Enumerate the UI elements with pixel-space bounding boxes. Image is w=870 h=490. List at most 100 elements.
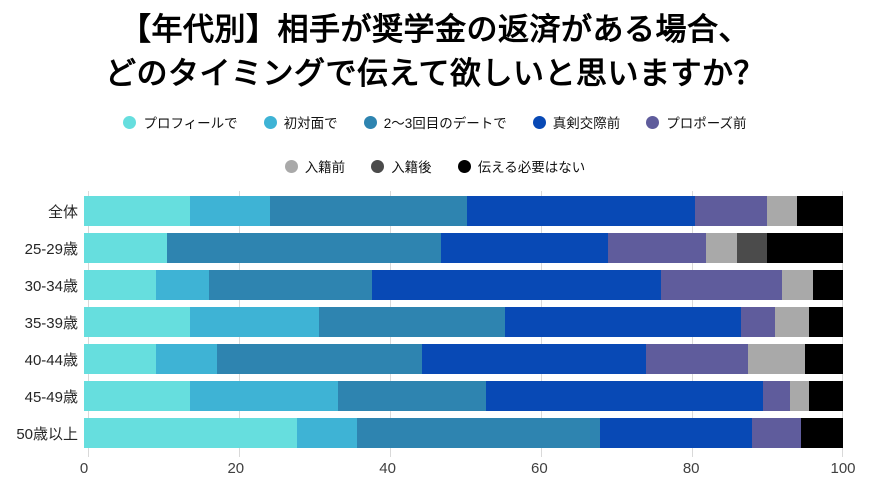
bar-segment: [740, 307, 775, 338]
bar-row-label: 50歳以上: [16, 425, 78, 443]
x-axis-track: 0 20 40 60 80 100: [80, 455, 856, 481]
bar-segment: [209, 270, 373, 301]
bar-segment: [763, 381, 790, 412]
x-axis-tick: 100: [830, 460, 856, 478]
bar-segment: [440, 233, 608, 264]
bar-segment: [751, 418, 802, 449]
bar-segment: [190, 307, 320, 338]
bar-segment: [84, 270, 157, 301]
x-axis-tick: 40: [379, 460, 396, 478]
legend-swatch-icon: [263, 115, 277, 129]
bar-segment: [607, 233, 707, 264]
stacked-bar: [84, 381, 843, 412]
x-axis-spacer: [0, 455, 84, 481]
bar-segment: [216, 344, 422, 375]
legend-label: 入籍前: [304, 160, 346, 176]
stacked-bar: [84, 196, 843, 227]
bar-segment: [782, 270, 813, 301]
bar-row: 25-29歳: [0, 233, 870, 264]
bar-segment: [338, 381, 487, 412]
bar-segment: [190, 196, 270, 227]
legend-swatch-icon: [646, 115, 660, 129]
bar-segment: [167, 233, 441, 264]
bar-row-label: 全体: [47, 203, 78, 221]
legend-swatch-icon: [363, 115, 377, 129]
legend-row: プロフィールで 初対面で 2〜3回目のデートで 真剣交際前 プロポーズ前: [123, 112, 747, 132]
bar-row-label: 35-39歳: [24, 314, 78, 332]
bar-segment: [660, 270, 783, 301]
bar-segment: [296, 418, 358, 449]
bar-segment: [645, 344, 749, 375]
bar-segment: [748, 344, 805, 375]
bar-row: 全体: [0, 196, 870, 227]
stacked-bar: [84, 418, 843, 449]
x-axis-tick: 60: [531, 460, 548, 478]
bar-segment: [600, 418, 752, 449]
bar-segment: [84, 344, 157, 375]
bar-row: 35-39歳: [0, 307, 870, 338]
bar-segment: [84, 381, 191, 412]
bar-segment: [269, 196, 468, 227]
bar-segment: [706, 233, 737, 264]
legend-item: 初対面で: [263, 112, 338, 132]
stacked-bar: [84, 233, 843, 264]
bar-row-label: 30-34歳: [24, 277, 78, 295]
bar-segment: [486, 381, 764, 412]
bar-row-label: 40-44歳: [24, 351, 78, 369]
legend-item: 2〜3回目のデートで: [363, 112, 507, 132]
chart-title-line2: どのタイミングで伝えて欲しいと思いますか？: [105, 56, 765, 92]
legend-label: 伝える必要はない: [477, 160, 586, 176]
bar-segment: [767, 233, 843, 264]
bar-segment: [84, 196, 191, 227]
bar-segment: [808, 307, 843, 338]
bar-segment: [801, 418, 843, 449]
x-axis: 0 20 40 60 80 100: [0, 455, 870, 481]
bar-row-label: 25-29歳: [24, 240, 78, 258]
bar-segment: [84, 307, 191, 338]
legend-swatch-icon: [457, 159, 471, 173]
bar-segment: [156, 344, 217, 375]
stacked-bar: [84, 307, 843, 338]
bar-segment: [808, 381, 843, 412]
legend-swatch-icon: [532, 115, 546, 129]
legend-row: 入籍前 入籍後 伝える必要はない: [284, 156, 586, 176]
bar-segment: [805, 344, 843, 375]
bar-segment: [84, 233, 168, 264]
bar-segment: [357, 418, 601, 449]
x-axis-tick: 20: [227, 460, 245, 478]
bar-segment: [319, 307, 506, 338]
stacked-bar: [84, 344, 843, 375]
bar-segment: [736, 233, 768, 264]
bar-segment: [421, 344, 646, 375]
legend-label: プロポーズ前: [666, 116, 747, 132]
bar-row: 45-49歳: [0, 381, 870, 412]
bar-segment: [789, 381, 809, 412]
stacked-bar-chart: 全体 25-29歳 30-34歳 35-39歳 40-44歳 45-49歳 50歳以上 0 2…: [0, 191, 870, 481]
chart-title-line1: 【年代別】相手が奨学金の返済がある場合、: [120, 12, 750, 47]
legend-label: プロフィールで: [143, 116, 238, 132]
legend-item: 伝える必要はない: [457, 156, 586, 176]
bar-segment: [156, 270, 210, 301]
legend-item: プロフィールで: [123, 112, 238, 132]
bar-segment: [84, 418, 297, 449]
stacked-bar: [84, 270, 843, 301]
bar-row: 30-34歳: [0, 270, 870, 301]
bar-segment: [467, 196, 695, 227]
legend-swatch-icon: [371, 159, 385, 173]
legend-swatch-icon: [123, 115, 137, 129]
bar-segment: [190, 381, 339, 412]
legend-item: プロポーズ前: [646, 112, 747, 132]
legend-item: 入籍前: [284, 156, 346, 176]
bar-segment: [505, 307, 741, 338]
legend-swatch-icon: [284, 159, 298, 173]
chart-legend: プロフィールで 初対面で 2〜3回目のデートで 真剣交際前 プロポーズ前入籍前 入籍後 伝え…: [0, 112, 870, 176]
legend-item: 入籍後: [371, 156, 432, 176]
bar-segment: [812, 270, 843, 301]
bar-row: 50歳以上: [0, 418, 870, 449]
chart-title: 【年代別】相手が奨学金の返済がある場合、 どのタイミングで伝えて欲しいと思います…: [0, 0, 870, 96]
legend-label: 2〜3回目のデートで: [383, 116, 507, 132]
x-axis-tick: 80: [682, 460, 700, 478]
legend-label: 真剣交際前: [552, 116, 621, 132]
bar-segment: [767, 196, 798, 227]
